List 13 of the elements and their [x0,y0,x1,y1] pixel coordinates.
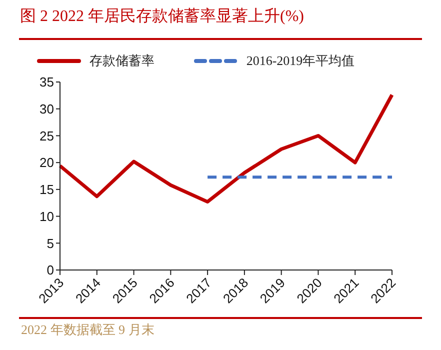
y-tick-label: 5 [46,236,54,251]
legend-label: 存款储蓄率 [89,52,154,70]
y-tick-label: 30 [40,101,54,116]
y-tick-label: 35 [40,74,54,90]
legend-label: 2016-2019年平均值 [246,52,355,70]
y-tick-label: 0 [46,262,54,278]
y-tick-label: 15 [40,182,54,198]
text: 2022 年数据截至 9 月末 [21,321,154,339]
y-tick-label: 10 [40,208,54,224]
y-tick-label: 25 [40,128,54,144]
line-series [58,93,394,204]
y-tick-label: 20 [40,155,54,170]
chart-title: 图 2 2022 年居民存款储蓄率显著上升(%) [20,6,304,27]
